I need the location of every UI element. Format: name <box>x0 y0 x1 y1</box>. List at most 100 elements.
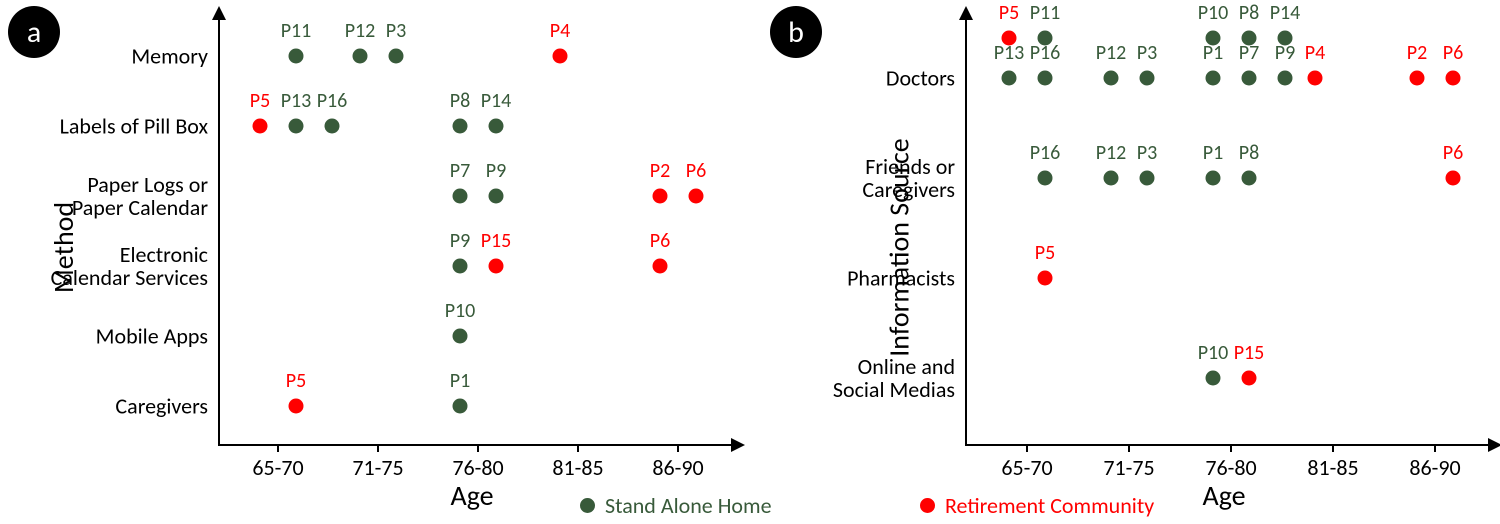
data-point <box>1104 71 1119 86</box>
x-axis-line <box>218 444 733 446</box>
data-point-label: P8 <box>450 89 470 113</box>
data-point-label: P10 <box>1198 1 1229 25</box>
data-point-label: P5 <box>999 1 1019 25</box>
data-point <box>1242 71 1257 86</box>
x-tick <box>577 444 579 452</box>
data-point-label: P11 <box>1030 1 1061 25</box>
x-axis-title: Age <box>451 478 494 513</box>
data-point-label: P3 <box>386 19 406 43</box>
x-axis-arrow <box>1488 438 1500 452</box>
data-point-label: P10 <box>1198 341 1229 365</box>
data-point-label: P7 <box>1239 41 1259 65</box>
data-point <box>453 119 468 134</box>
data-point-label: P2 <box>1407 41 1427 65</box>
y-tick-label: Pharmacists <box>0 266 955 289</box>
data-point-label: P4 <box>1305 41 1325 65</box>
data-point-label: P5 <box>1035 241 1055 265</box>
data-point-label: P5 <box>250 89 270 113</box>
x-tick-label: 86-90 <box>652 454 703 481</box>
y-tick-label: Memory <box>0 44 208 67</box>
data-point-label: P14 <box>481 89 512 113</box>
x-tick-label: 86-90 <box>1409 454 1460 481</box>
data-point-label: P15 <box>481 229 512 253</box>
data-point-label: P9 <box>1275 41 1295 65</box>
data-point <box>389 49 404 64</box>
data-point <box>1410 71 1425 86</box>
legend-swatch <box>580 498 595 513</box>
x-tick-label: 71-75 <box>1103 454 1154 481</box>
data-point-label: P3 <box>1137 41 1157 65</box>
x-tick <box>1026 444 1028 452</box>
data-point-label: P8 <box>1239 141 1259 165</box>
data-point-label: P16 <box>317 89 348 113</box>
data-point-label: P16 <box>1030 141 1061 165</box>
data-point <box>1038 171 1053 186</box>
data-point-label: P10 <box>445 299 476 323</box>
y-tick-label: Mobile Apps <box>0 324 208 347</box>
data-point-label: P3 <box>1137 141 1157 165</box>
x-tick <box>477 444 479 452</box>
y-axis-arrow <box>212 6 226 20</box>
data-point <box>1140 71 1155 86</box>
legend-swatch <box>920 498 935 513</box>
data-point-label: P16 <box>1030 41 1061 65</box>
data-point-label: P13 <box>281 89 312 113</box>
x-tick <box>277 444 279 452</box>
y-tick-label: Doctors <box>0 66 955 89</box>
data-point <box>1206 171 1221 186</box>
x-tick <box>1128 444 1130 452</box>
data-point <box>453 329 468 344</box>
data-point <box>1242 171 1257 186</box>
x-axis-arrow <box>731 438 745 452</box>
data-point-label: P15 <box>1234 341 1265 365</box>
data-point <box>289 119 304 134</box>
data-point-label: P11 <box>281 19 312 43</box>
data-point-label: P4 <box>550 19 570 43</box>
x-tick-label: 65-70 <box>252 454 303 481</box>
data-point <box>1446 71 1461 86</box>
data-point <box>1446 171 1461 186</box>
y-axis-arrow <box>959 6 973 20</box>
x-tick <box>1434 444 1436 452</box>
data-point <box>1038 271 1053 286</box>
data-point-label: P8 <box>1239 1 1259 25</box>
x-tick-label: 81-85 <box>552 454 603 481</box>
data-point <box>353 49 368 64</box>
data-point-label: P12 <box>1096 41 1127 65</box>
data-point-label: P9 <box>450 229 470 253</box>
y-axis-line <box>965 18 967 444</box>
data-point <box>1242 371 1257 386</box>
data-point <box>289 49 304 64</box>
y-tick-label: Labels of Pill Box <box>0 114 208 137</box>
data-point <box>325 119 340 134</box>
data-point-label: P12 <box>345 19 376 43</box>
data-point <box>1308 71 1323 86</box>
data-point-label: P6 <box>1443 141 1463 165</box>
x-tick-label: 71-75 <box>352 454 403 481</box>
data-point-label: P13 <box>994 41 1025 65</box>
x-tick-label: 76-80 <box>1205 454 1256 481</box>
x-tick <box>1332 444 1334 452</box>
data-point-label: P6 <box>1443 41 1463 65</box>
data-point <box>1278 71 1293 86</box>
legend-label: Stand Alone Home <box>605 492 772 519</box>
legend-label: Retirement Community <box>945 492 1154 519</box>
data-point <box>1002 71 1017 86</box>
legend-item: Retirement Community <box>920 492 1154 519</box>
x-axis-title: Age <box>1203 478 1246 513</box>
x-tick-label: 65-70 <box>1001 454 1052 481</box>
data-point <box>1206 71 1221 86</box>
x-tick-label: 76-80 <box>452 454 503 481</box>
data-point-label: P1 <box>1203 41 1223 65</box>
x-tick <box>377 444 379 452</box>
x-tick-label: 81-85 <box>1307 454 1358 481</box>
y-tick-label: Friends orCaregivers <box>0 155 955 201</box>
y-tick-label: Online andSocial Medias <box>0 355 955 401</box>
data-point <box>1140 171 1155 186</box>
data-point-label: P6 <box>650 229 670 253</box>
legend-item: Stand Alone Home <box>580 492 772 519</box>
data-point <box>553 49 568 64</box>
data-point <box>489 119 504 134</box>
data-point-label: P1 <box>1203 141 1223 165</box>
data-point-label: P12 <box>1096 141 1127 165</box>
